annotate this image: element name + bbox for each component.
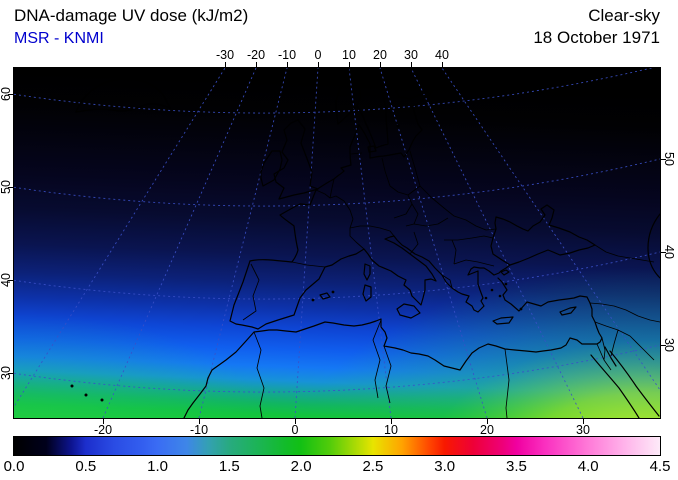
date-label: 18 October 1971 bbox=[533, 28, 660, 47]
right-axis-tick bbox=[661, 159, 666, 160]
page-title: DNA-damage UV dose (kJ/m2) bbox=[14, 6, 249, 25]
uv-field-glow-southeast bbox=[14, 68, 660, 418]
island-dot bbox=[396, 124, 400, 128]
right-axis-tick bbox=[661, 252, 666, 253]
coastline-zealand bbox=[367, 145, 377, 153]
small-islands bbox=[70, 124, 523, 402]
top-axis-tick bbox=[287, 62, 288, 67]
island-dot bbox=[519, 307, 523, 311]
coastlines bbox=[75, 68, 660, 418]
bottom-axis-tick bbox=[103, 419, 104, 424]
coastline-atlantic-baltic bbox=[249, 87, 434, 263]
coastline-finland bbox=[387, 68, 433, 100]
island-dot bbox=[498, 294, 502, 298]
left-axis-tick bbox=[8, 187, 13, 188]
bottom-axis-tick bbox=[391, 419, 392, 424]
island-dot bbox=[70, 384, 74, 388]
top-axis-tick bbox=[318, 62, 319, 67]
island-dot bbox=[490, 288, 494, 292]
colorbar-label: 2.5 bbox=[362, 458, 384, 475]
island-dot bbox=[331, 290, 335, 294]
coastline-islands bbox=[319, 263, 577, 325]
island-dot bbox=[84, 393, 88, 397]
coastline-ireland bbox=[260, 150, 283, 187]
left-axis-tick bbox=[8, 373, 13, 374]
map-frame bbox=[13, 67, 661, 419]
top-axis-label: 20 bbox=[373, 48, 387, 62]
coastline-caspian bbox=[647, 213, 660, 279]
colorbar-label: 4.5 bbox=[649, 458, 671, 475]
top-axis-label: -20 bbox=[246, 48, 266, 62]
condition-label: Clear-sky bbox=[588, 6, 660, 25]
coastline-marmara bbox=[500, 269, 510, 276]
coastline-scandinavia bbox=[335, 68, 389, 149]
top-axis-label: 40 bbox=[435, 48, 449, 62]
bottom-axis-label: 30 bbox=[576, 423, 590, 437]
bottom-axis-label: -10 bbox=[189, 423, 209, 437]
bottom-axis-label: 20 bbox=[480, 423, 494, 437]
colorbar-label: 2.0 bbox=[290, 458, 312, 475]
bottom-axis-tick bbox=[199, 419, 200, 424]
top-axis-label: -30 bbox=[215, 48, 235, 62]
bottom-axis-label: -20 bbox=[93, 423, 113, 437]
island-dot bbox=[504, 282, 508, 286]
left-axis-tick bbox=[8, 94, 13, 95]
colorbar bbox=[13, 436, 661, 456]
bottom-axis-tick bbox=[295, 419, 296, 424]
colorbar-label: 3.5 bbox=[506, 458, 527, 475]
coastline-turkey-levant-africa bbox=[183, 277, 603, 418]
left-axis-tick bbox=[8, 280, 13, 281]
top-axis-tick bbox=[349, 62, 350, 67]
coastline-britain bbox=[273, 119, 319, 200]
top-axis-label: 10 bbox=[342, 48, 356, 62]
coastline-greenland-tip bbox=[75, 78, 171, 113]
colorbar-label: 4.0 bbox=[577, 458, 599, 475]
bottom-axis-tick bbox=[487, 419, 488, 424]
bottom-axis-tick bbox=[583, 419, 584, 424]
colorbar-label: 0.0 bbox=[3, 458, 25, 475]
right-axis-tick bbox=[661, 345, 666, 346]
top-axis-label: 30 bbox=[404, 48, 418, 62]
top-axis-label: -10 bbox=[277, 48, 297, 62]
coastline-iberia-mediterranean bbox=[229, 235, 511, 330]
colorbar-label: 1.0 bbox=[147, 458, 168, 475]
island-dot bbox=[484, 296, 488, 300]
coastline-red-sea bbox=[590, 346, 660, 418]
top-axis-tick bbox=[225, 62, 226, 67]
country-borders bbox=[242, 68, 660, 418]
island-dot bbox=[100, 398, 104, 402]
uv-dose-map bbox=[14, 68, 660, 418]
source-label: MSR - KNMI bbox=[14, 30, 104, 47]
colorbar-label: 3.0 bbox=[434, 458, 456, 475]
colorbar-label: 0.5 bbox=[75, 458, 97, 475]
top-axis-tick bbox=[411, 62, 412, 67]
bottom-axis-label: 10 bbox=[384, 423, 398, 437]
graticule bbox=[14, 68, 660, 418]
top-axis-label: 0 bbox=[314, 48, 322, 62]
top-axis-tick bbox=[442, 62, 443, 67]
colorbar-label: 1.5 bbox=[218, 458, 240, 475]
bottom-axis-label: 0 bbox=[291, 423, 299, 437]
top-axis-tick bbox=[380, 62, 381, 67]
graticule-meridians bbox=[14, 68, 660, 418]
top-axis-tick bbox=[256, 62, 257, 67]
island-dot bbox=[311, 298, 315, 302]
